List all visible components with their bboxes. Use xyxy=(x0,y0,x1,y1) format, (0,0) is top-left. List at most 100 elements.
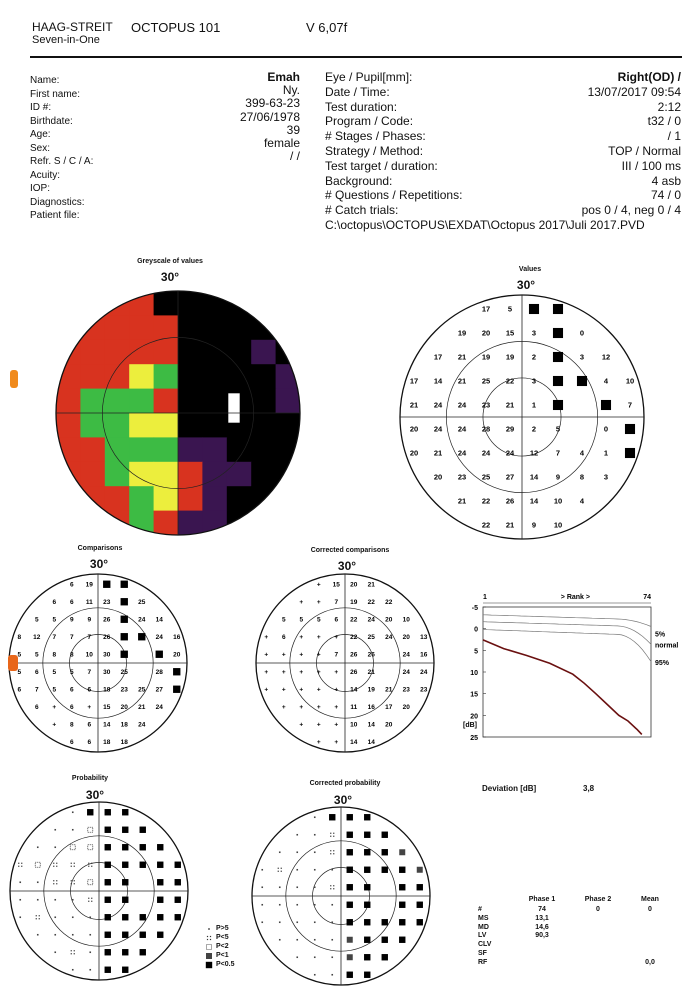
greyscale-cell-4-9 xyxy=(275,388,300,414)
comparisons-value-3-4: 7 xyxy=(87,634,91,641)
greyscale-cell-0-5 xyxy=(178,291,203,316)
probability-symbol-1-5 xyxy=(104,826,111,833)
curve-label-95pct: 95% xyxy=(655,660,670,667)
comparisons-value-3-0: 8 xyxy=(17,634,21,641)
values-value-4-4: 21 xyxy=(506,401,514,410)
probability-symbol-8-5 xyxy=(104,949,111,956)
corrected-probability-symbol-3-9 xyxy=(416,866,423,873)
patient-values-6: / / xyxy=(289,149,300,164)
values-value-6-1: 21 xyxy=(434,449,442,458)
values-value-2-2: 21 xyxy=(458,353,466,362)
probability-symbol-1-7 xyxy=(139,826,146,833)
exam-values-9: pos 0 / 4, neg 0 / 4 xyxy=(581,203,681,218)
greyscale-cell-2-3 xyxy=(129,339,155,365)
legend-swatch-0 xyxy=(208,927,210,930)
corrected-value-6-7: 21 xyxy=(385,687,393,694)
corrected-value-5-3: + xyxy=(317,669,321,676)
values-value-5-6: 5 xyxy=(556,425,560,434)
values-value-5-8: 0 xyxy=(604,425,608,434)
probability-symbol-6-7 xyxy=(139,914,146,921)
corrected-value-5-1: + xyxy=(282,669,286,676)
legend-symbol-3 xyxy=(206,952,212,959)
greyscale-cell-6-4 xyxy=(153,437,179,463)
corrected-probability-symbol-2-7 xyxy=(381,849,388,856)
probability-symbol-3-1 xyxy=(34,861,41,868)
values-value-7-6: 9 xyxy=(556,473,560,482)
probability-symbol-8-6 xyxy=(122,949,129,956)
corrected-value-0-4: 15 xyxy=(333,582,341,589)
probability-degree: 30° xyxy=(85,788,105,802)
probability-symbol-4-0 xyxy=(19,881,22,884)
values-value-4-1: 24 xyxy=(434,401,443,410)
greyscale-cell-0-9 xyxy=(275,291,300,316)
corrected-value-5-0: + xyxy=(264,669,268,676)
greyscale-cell-7-1 xyxy=(80,461,106,487)
curve-rank-end: 74 xyxy=(643,594,651,601)
patient-labels-10: Patient file: xyxy=(30,210,80,221)
corrected-probability-symbol-7-4 xyxy=(331,938,334,941)
corrected-probability-symbol-6-0 xyxy=(261,921,264,924)
probability-symbol-9-3 xyxy=(71,968,74,971)
corrected-probability-symbol-4-2 xyxy=(296,886,299,889)
greyscale-cell-6-3 xyxy=(129,437,155,463)
probability-symbol-7-5 xyxy=(104,931,111,938)
probability-symbol-6-3 xyxy=(71,916,74,919)
greyscale-cell-7-6 xyxy=(202,461,228,487)
values-defect-4-6 xyxy=(552,399,564,411)
comparisons-value-4-3: 8 xyxy=(70,652,74,659)
greyscale-cell-0-8 xyxy=(251,291,277,316)
corrected-probability-symbol-5-2 xyxy=(296,903,299,906)
values-title: Values xyxy=(518,266,542,273)
values-value-5-4: 29 xyxy=(506,425,514,434)
corrected-probability-symbol-2-8 xyxy=(399,849,406,856)
probability-symbol-4-6 xyxy=(122,879,129,886)
values-value-8-3: 22 xyxy=(482,497,490,506)
probability-symbol-7-4 xyxy=(89,933,92,936)
probability-symbol-7-6 xyxy=(122,931,129,938)
legend-label-0: P>5 xyxy=(216,925,229,932)
corrected-probability-symbol-5-4 xyxy=(331,903,334,906)
patient-labels-7: Acuity: xyxy=(30,169,61,181)
greyscale-cell-4-5 xyxy=(178,388,203,414)
values-value-6-6: 7 xyxy=(556,449,560,458)
comparisons-value-1-7: 25 xyxy=(138,599,146,606)
patient-labels: Name: First name: ID #: Birthdate: Age: Sex: R… xyxy=(30,75,150,224)
probability-symbol-5-3 xyxy=(71,898,74,901)
comparisons-value-7-3: 6 xyxy=(70,704,74,711)
legend-symbol-2 xyxy=(206,943,212,950)
curve-label-normal: normal xyxy=(655,642,678,649)
probability-symbol-6-4 xyxy=(89,916,92,919)
device-name: OCTOPUS 101 xyxy=(131,20,221,35)
comparisons-value-5-1: 6 xyxy=(35,669,39,676)
values-value-4-2: 24 xyxy=(458,401,467,410)
corrected-probability-symbol-4-6 xyxy=(364,884,371,891)
brand-line1: HAAG-STREIT xyxy=(32,20,113,34)
values-defect-3-7 xyxy=(576,375,588,387)
comparisons-value-3-8: 24 xyxy=(156,634,164,641)
corrected-value-9-6: 14 xyxy=(368,739,376,746)
corrected-probability-symbol-1-2 xyxy=(296,833,299,836)
probability-symbol-2-8 xyxy=(157,844,164,851)
probability-symbol-7-2 xyxy=(54,933,57,936)
corrected-probability-symbol-6-6 xyxy=(364,919,371,926)
values-degree: 30° xyxy=(516,278,536,292)
comparisons-value-9-6: 18 xyxy=(121,739,129,746)
comparisons-value-4-5: 30 xyxy=(103,652,111,659)
comparisons-value-6-1: 7 xyxy=(35,687,39,694)
corrected-probability-symbol-7-8 xyxy=(399,936,406,943)
stats-p1-3: 90,3 xyxy=(535,932,549,940)
values-value-5-1: 24 xyxy=(434,425,443,434)
corrected-probability-symbol-3-2 xyxy=(296,868,299,871)
greyscale-title: Greyscale of values xyxy=(137,258,203,265)
comparisons-defect-4-6 xyxy=(120,650,128,658)
corrected-probability-symbol-5-3 xyxy=(313,903,316,906)
legend-swatch-4 xyxy=(205,961,213,968)
patient-values-2: 399-63-23 xyxy=(245,96,300,111)
greyscale-cell-9-4 xyxy=(153,510,179,535)
greyscale-cell-8-7 xyxy=(226,486,252,512)
corrected-value-3-8: 20 xyxy=(403,634,411,641)
stats-label-1: MS xyxy=(478,914,489,922)
cumulative-defect-curve: -5 0 5 10 15 20 25 [dB] 1 > Rank > 74 5% normal 95% xyxy=(463,594,678,742)
corrected-comparisons-plot: +15 20 21 + +7 19 22 22 5 5 5 6 22 24 20 10 + 6 + + +22 25 24 2… xyxy=(255,573,435,753)
legend-symbol-4 xyxy=(205,961,213,968)
